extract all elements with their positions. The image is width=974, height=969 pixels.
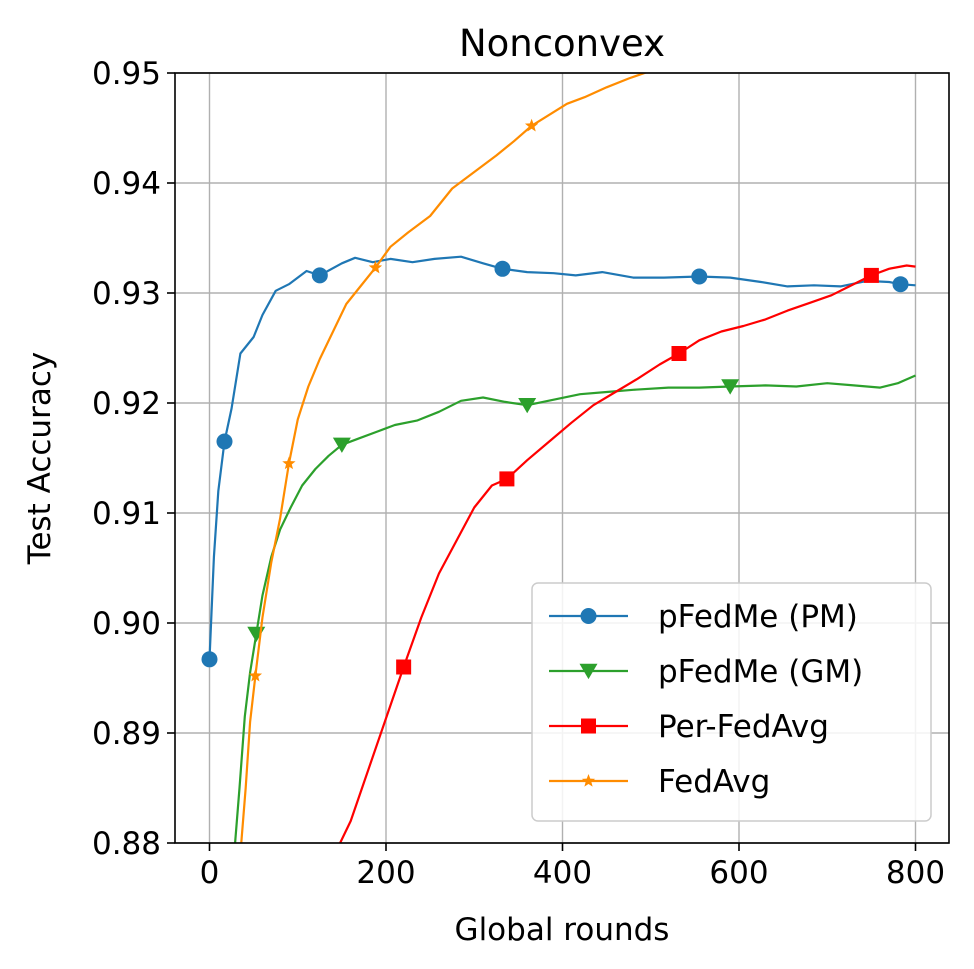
data-point: [721, 379, 740, 395]
data-point: [524, 118, 539, 132]
y-tick-label: 0.92: [92, 386, 161, 422]
data-point: [518, 398, 537, 414]
legend: pFedMe (PM) pFedMe (GM) Per-FedAvg FedAvg: [531, 582, 932, 822]
data-point: [332, 437, 351, 453]
legend-swatch-marker: [579, 663, 598, 680]
chart-title: Nonconvex: [459, 22, 665, 65]
y-tick-label: 0.89: [92, 716, 161, 752]
data-point: [282, 456, 296, 470]
data-point: [396, 659, 412, 675]
data-point: [671, 346, 687, 361]
y-axis-ticks: 0.88 0.89 0.90 0.91 0.92 0.93 0.94 0.95: [92, 56, 175, 862]
y-tick-label: 0.94: [92, 166, 161, 202]
y-tick-label: 0.90: [92, 606, 161, 642]
y-tick-label: 0.93: [92, 276, 161, 312]
data-point: [892, 276, 909, 293]
x-tick-label: 800: [886, 855, 945, 891]
x-axis-label: Global rounds: [455, 912, 670, 948]
y-tick-label: 0.88: [92, 826, 161, 862]
legend-entry: Per-FedAvg: [549, 709, 829, 745]
legend-swatch-marker: [581, 718, 596, 734]
legend-box: [531, 582, 932, 822]
series-pfedme-gm: [233, 374, 916, 843]
legend-entry: pFedMe (PM): [549, 599, 858, 635]
y-tick-label: 0.95: [92, 56, 161, 92]
y-axis-label: Test Accuracy: [22, 352, 58, 565]
legend-swatch-marker: [580, 608, 597, 624]
series-layer: [201, 73, 916, 843]
series-line: [233, 374, 916, 843]
series-pfedme-pm: [201, 255, 916, 668]
series-line: [208, 255, 916, 660]
x-tick-label: 400: [533, 855, 592, 891]
legend-label: pFedMe (GM): [658, 654, 863, 690]
data-point: [216, 433, 233, 450]
x-axis-ticks: 0 200 400 600 800: [200, 843, 945, 891]
y-tick-label: 0.91: [92, 496, 161, 532]
legend-swatch-marker: [581, 774, 596, 787]
data-point: [499, 471, 515, 487]
series-fedavg: [240, 73, 648, 843]
data-point: [368, 260, 383, 274]
data-point: [311, 267, 328, 284]
x-tick-label: 600: [709, 855, 768, 891]
legend-label: pFedMe (PM): [658, 599, 858, 635]
data-point: [691, 268, 708, 285]
data-point: [248, 668, 263, 682]
legend-entry: pFedMe (GM): [549, 654, 863, 690]
legend-entry: FedAvg: [549, 764, 770, 800]
legend-label: Per-FedAvg: [658, 709, 829, 745]
x-tick-label: 0: [200, 855, 220, 891]
series-line: [339, 264, 916, 843]
legend-label: FedAvg: [658, 764, 770, 800]
data-point: [494, 260, 511, 277]
series-per-fedavg: [339, 264, 916, 843]
data-point: [863, 267, 879, 283]
data-point: [201, 651, 218, 668]
x-tick-label: 200: [356, 855, 415, 891]
